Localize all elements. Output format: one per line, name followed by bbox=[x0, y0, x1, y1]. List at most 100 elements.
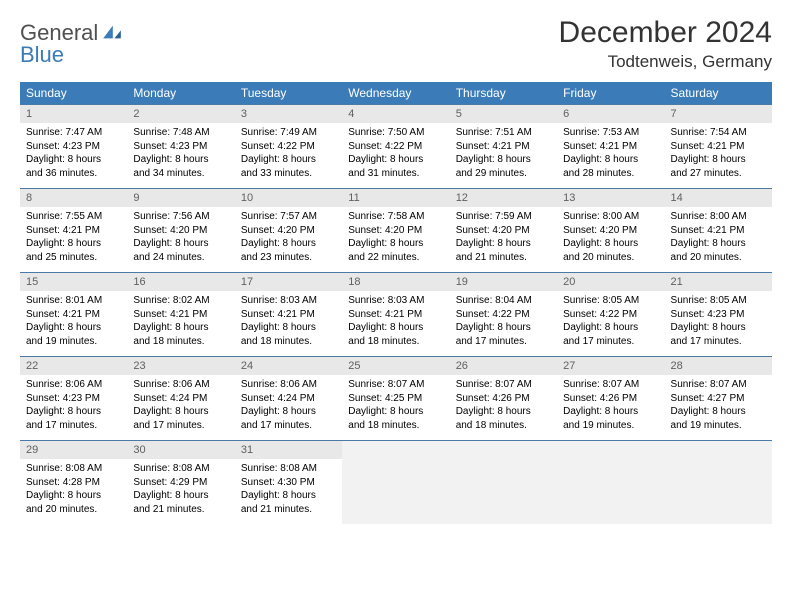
sunset-text: Sunset: 4:20 PM bbox=[241, 224, 336, 238]
sunset-text: Sunset: 4:23 PM bbox=[26, 140, 121, 154]
day-number-cell bbox=[557, 441, 664, 460]
content-row: Sunrise: 7:55 AMSunset: 4:21 PMDaylight:… bbox=[20, 207, 772, 273]
daylight-text-2: and 31 minutes. bbox=[348, 167, 443, 181]
day-number-cell: 19 bbox=[450, 273, 557, 292]
daylight-text-1: Daylight: 8 hours bbox=[241, 405, 336, 419]
content-row: Sunrise: 8:08 AMSunset: 4:28 PMDaylight:… bbox=[20, 459, 772, 524]
daylight-text-1: Daylight: 8 hours bbox=[133, 489, 228, 503]
day-number-cell: 11 bbox=[342, 189, 449, 208]
daylight-text-2: and 23 minutes. bbox=[241, 251, 336, 265]
sunrise-text: Sunrise: 8:07 AM bbox=[348, 378, 443, 392]
daylight-text-2: and 28 minutes. bbox=[563, 167, 658, 181]
weekday-header: Tuesday bbox=[235, 82, 342, 105]
daylight-text-2: and 24 minutes. bbox=[133, 251, 228, 265]
daylight-text-2: and 21 minutes. bbox=[241, 503, 336, 517]
calendar-table: Sunday Monday Tuesday Wednesday Thursday… bbox=[20, 82, 772, 524]
sunset-text: Sunset: 4:20 PM bbox=[563, 224, 658, 238]
sunset-text: Sunset: 4:29 PM bbox=[133, 476, 228, 490]
sunset-text: Sunset: 4:21 PM bbox=[671, 140, 766, 154]
content-row: Sunrise: 8:06 AMSunset: 4:23 PMDaylight:… bbox=[20, 375, 772, 441]
daylight-text-1: Daylight: 8 hours bbox=[348, 237, 443, 251]
sunrise-text: Sunrise: 8:08 AM bbox=[26, 462, 121, 476]
daylight-text-1: Daylight: 8 hours bbox=[456, 237, 551, 251]
daylight-text-1: Daylight: 8 hours bbox=[563, 405, 658, 419]
sunrise-text: Sunrise: 8:07 AM bbox=[563, 378, 658, 392]
day-number-cell bbox=[342, 441, 449, 460]
day-content-cell: Sunrise: 7:59 AMSunset: 4:20 PMDaylight:… bbox=[450, 207, 557, 273]
daylight-text-1: Daylight: 8 hours bbox=[671, 237, 766, 251]
day-number-cell: 10 bbox=[235, 189, 342, 208]
daylight-text-1: Daylight: 8 hours bbox=[348, 321, 443, 335]
day-content-cell: Sunrise: 8:06 AMSunset: 4:24 PMDaylight:… bbox=[127, 375, 234, 441]
sunset-text: Sunset: 4:28 PM bbox=[26, 476, 121, 490]
sunset-text: Sunset: 4:25 PM bbox=[348, 392, 443, 406]
sunrise-text: Sunrise: 7:51 AM bbox=[456, 126, 551, 140]
sunrise-text: Sunrise: 8:07 AM bbox=[456, 378, 551, 392]
sunset-text: Sunset: 4:26 PM bbox=[456, 392, 551, 406]
daylight-text-2: and 20 minutes. bbox=[671, 251, 766, 265]
daylight-text-2: and 18 minutes. bbox=[456, 419, 551, 433]
daylight-text-1: Daylight: 8 hours bbox=[348, 153, 443, 167]
sunrise-text: Sunrise: 7:54 AM bbox=[671, 126, 766, 140]
sail-icon bbox=[100, 22, 124, 44]
daynum-row: 15161718192021 bbox=[20, 273, 772, 292]
daylight-text-1: Daylight: 8 hours bbox=[26, 237, 121, 251]
day-number-cell: 31 bbox=[235, 441, 342, 460]
daylight-text-2: and 17 minutes. bbox=[671, 335, 766, 349]
daylight-text-2: and 19 minutes. bbox=[671, 419, 766, 433]
daylight-text-1: Daylight: 8 hours bbox=[26, 405, 121, 419]
daylight-text-1: Daylight: 8 hours bbox=[241, 237, 336, 251]
daylight-text-1: Daylight: 8 hours bbox=[563, 153, 658, 167]
daynum-row: 891011121314 bbox=[20, 189, 772, 208]
sunset-text: Sunset: 4:26 PM bbox=[563, 392, 658, 406]
day-number-cell: 13 bbox=[557, 189, 664, 208]
title-block: December 2024 Todtenweis, Germany bbox=[559, 16, 772, 72]
sunrise-text: Sunrise: 7:48 AM bbox=[133, 126, 228, 140]
sunrise-text: Sunrise: 7:55 AM bbox=[26, 210, 121, 224]
day-content-cell: Sunrise: 8:06 AMSunset: 4:24 PMDaylight:… bbox=[235, 375, 342, 441]
daylight-text-2: and 17 minutes. bbox=[563, 335, 658, 349]
daylight-text-2: and 25 minutes. bbox=[26, 251, 121, 265]
sunrise-text: Sunrise: 8:03 AM bbox=[241, 294, 336, 308]
day-number-cell: 24 bbox=[235, 357, 342, 376]
day-content-cell: Sunrise: 8:07 AMSunset: 4:26 PMDaylight:… bbox=[557, 375, 664, 441]
day-number-cell: 23 bbox=[127, 357, 234, 376]
day-content-cell: Sunrise: 7:49 AMSunset: 4:22 PMDaylight:… bbox=[235, 123, 342, 189]
sunset-text: Sunset: 4:22 PM bbox=[241, 140, 336, 154]
daylight-text-1: Daylight: 8 hours bbox=[241, 321, 336, 335]
sunset-text: Sunset: 4:21 PM bbox=[563, 140, 658, 154]
sunrise-text: Sunrise: 8:08 AM bbox=[133, 462, 228, 476]
daylight-text-2: and 20 minutes. bbox=[563, 251, 658, 265]
logo-text-blue: Blue bbox=[20, 42, 64, 67]
daylight-text-1: Daylight: 8 hours bbox=[26, 153, 121, 167]
sunset-text: Sunset: 4:24 PM bbox=[133, 392, 228, 406]
day-content-cell: Sunrise: 7:56 AMSunset: 4:20 PMDaylight:… bbox=[127, 207, 234, 273]
day-number-cell: 14 bbox=[665, 189, 772, 208]
day-content-cell: Sunrise: 7:54 AMSunset: 4:21 PMDaylight:… bbox=[665, 123, 772, 189]
content-row: Sunrise: 7:47 AMSunset: 4:23 PMDaylight:… bbox=[20, 123, 772, 189]
sunrise-text: Sunrise: 7:58 AM bbox=[348, 210, 443, 224]
weekday-header: Thursday bbox=[450, 82, 557, 105]
sunrise-text: Sunrise: 8:05 AM bbox=[563, 294, 658, 308]
daylight-text-2: and 18 minutes. bbox=[241, 335, 336, 349]
day-number-cell: 27 bbox=[557, 357, 664, 376]
day-number-cell: 8 bbox=[20, 189, 127, 208]
daynum-row: 1234567 bbox=[20, 105, 772, 124]
sunset-text: Sunset: 4:27 PM bbox=[671, 392, 766, 406]
daylight-text-1: Daylight: 8 hours bbox=[26, 321, 121, 335]
daylight-text-2: and 18 minutes. bbox=[133, 335, 228, 349]
sunrise-text: Sunrise: 7:59 AM bbox=[456, 210, 551, 224]
sunrise-text: Sunrise: 8:02 AM bbox=[133, 294, 228, 308]
sunset-text: Sunset: 4:20 PM bbox=[348, 224, 443, 238]
daylight-text-1: Daylight: 8 hours bbox=[133, 321, 228, 335]
day-content-cell: Sunrise: 8:05 AMSunset: 4:22 PMDaylight:… bbox=[557, 291, 664, 357]
sunrise-text: Sunrise: 8:07 AM bbox=[671, 378, 766, 392]
day-content-cell bbox=[665, 459, 772, 524]
day-number-cell: 6 bbox=[557, 105, 664, 124]
day-number-cell: 20 bbox=[557, 273, 664, 292]
day-content-cell: Sunrise: 8:00 AMSunset: 4:20 PMDaylight:… bbox=[557, 207, 664, 273]
daylight-text-2: and 27 minutes. bbox=[671, 167, 766, 181]
sunset-text: Sunset: 4:23 PM bbox=[671, 308, 766, 322]
sunset-text: Sunset: 4:23 PM bbox=[133, 140, 228, 154]
day-number-cell: 17 bbox=[235, 273, 342, 292]
